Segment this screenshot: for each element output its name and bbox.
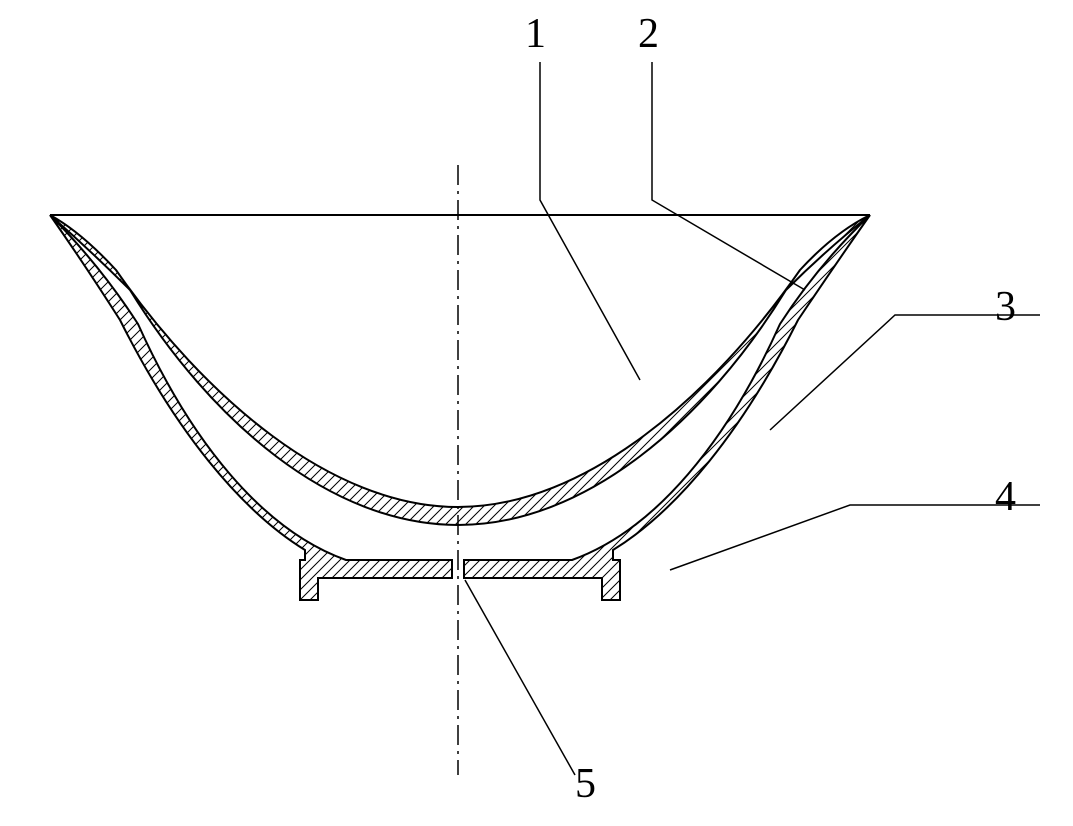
label-4: 4 <box>995 473 1016 521</box>
label-3: 3 <box>995 283 1016 331</box>
outer-bowl-right-wall <box>464 215 870 600</box>
leader-5 <box>465 580 575 775</box>
leader-3 <box>770 315 1040 430</box>
label-5: 5 <box>575 760 596 808</box>
diagram-container: 1 2 3 4 5 <box>0 0 1073 821</box>
leader-1 <box>540 62 640 380</box>
inner-bowl-wall <box>50 215 870 525</box>
label-1: 1 <box>525 10 546 58</box>
outer-bowl-left-wall <box>50 215 452 600</box>
label-2: 2 <box>638 10 659 58</box>
leader-2 <box>652 62 805 290</box>
cross-section-svg <box>0 0 1073 821</box>
leader-4 <box>670 505 1040 570</box>
